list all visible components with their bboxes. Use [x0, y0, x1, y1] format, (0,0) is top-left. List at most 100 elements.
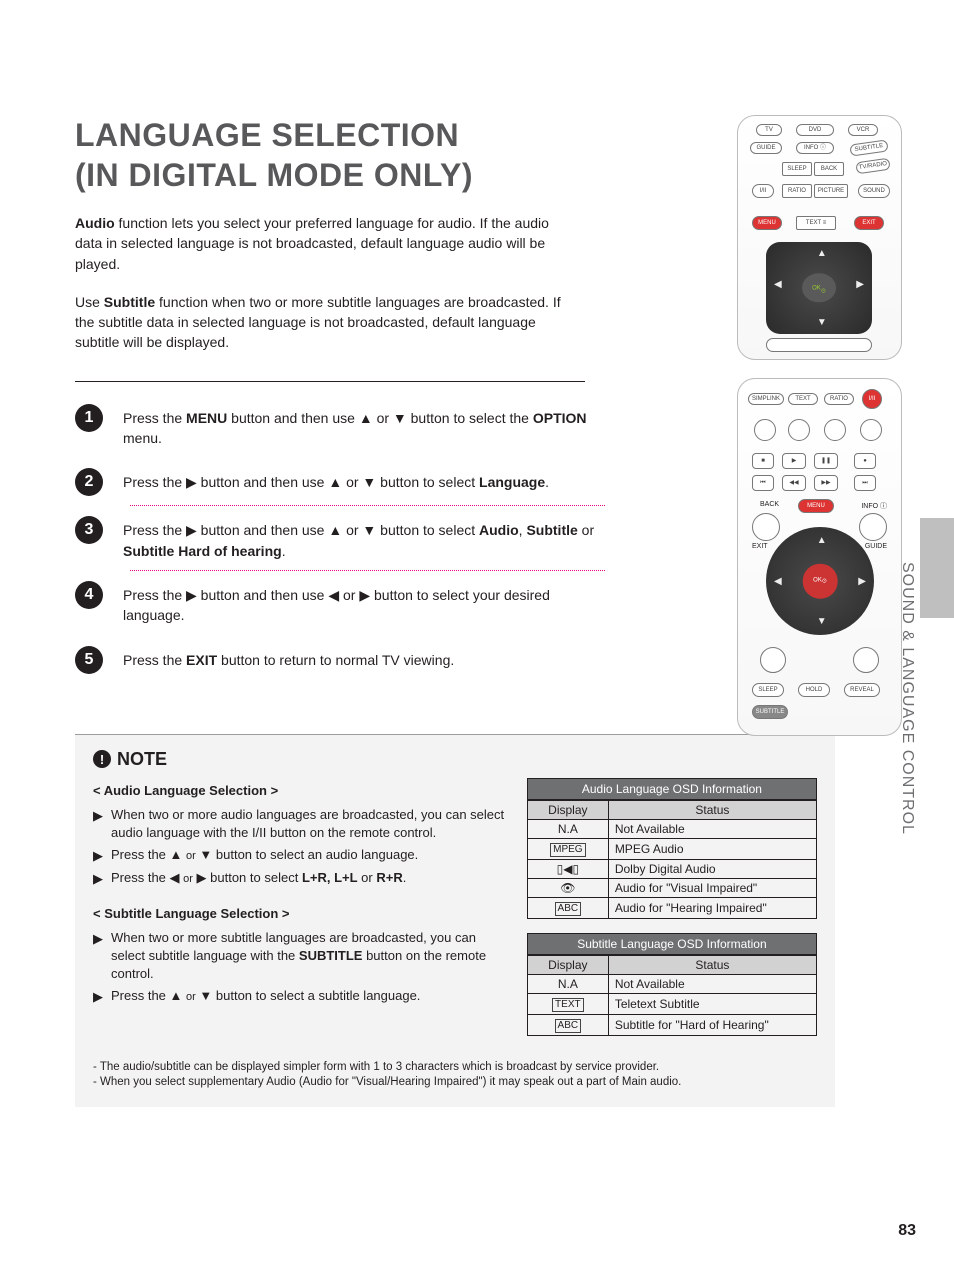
remote-blank-button — [766, 338, 872, 352]
step-4-text: Press the ▶ button and then use ◀ or ▶ b… — [123, 581, 605, 626]
step-2: 2 Press the ▶ button and then use ▲ or ▼… — [75, 468, 605, 516]
footnote-2: - When you select supplementary Audio (A… — [93, 1075, 817, 1091]
sub-bullet-2: ▶ Press the ▲ or ▼ button to select a su… — [93, 987, 509, 1006]
audio-osd-table: Display Status N.ANot Available MPEGMPEG… — [527, 800, 817, 919]
audio-b1-text: When two or more audio languages are bro… — [111, 806, 509, 842]
table-row: ABCAudio for "Hearing Impaired" — [527, 897, 816, 918]
remote-stop-button: ■ — [752, 453, 774, 469]
remote-sleep-button: SLEEP — [752, 683, 784, 697]
audio-lang-subhead: < Audio Language Selection > — [93, 782, 509, 800]
remote-ff-button: ▶▶ — [814, 475, 838, 491]
sub-b2-text: Press the ▲ or ▼ button to select a subt… — [111, 987, 420, 1006]
step-5: 5 Press the EXIT button to return to nor… — [75, 646, 605, 694]
step-badge-2: 2 — [75, 468, 103, 496]
remote-color-button — [788, 419, 810, 441]
remote-back-label: BACK — [760, 501, 779, 508]
sub-col-status: Status — [608, 955, 816, 974]
sub-col-display: Display — [527, 955, 608, 974]
triangle-bullet-icon: ▶ — [93, 930, 103, 984]
table-row: TEXTTeletext Subtitle — [527, 993, 816, 1014]
remote-info-label: INFO ⓘ — [861, 501, 887, 511]
side-tab — [920, 518, 954, 618]
remote-exit-label: EXIT — [752, 543, 768, 550]
abc-icon: ABC — [555, 1019, 582, 1033]
remote-text-button: TEXT — [788, 393, 818, 405]
audio-col-display: Display — [527, 800, 608, 819]
remote-ratio-button: RATIO — [824, 393, 854, 405]
remote-record-button: ● — [854, 453, 876, 469]
title-line-2: (IN DIGITAL MODE ONLY) — [75, 157, 473, 193]
table-row: ▯◀▯Dolby Digital Audio — [527, 859, 816, 878]
remote-info-button — [859, 513, 887, 541]
remote-vcr-button: VCR — [848, 124, 878, 136]
step-3: 3 Press the ▶ button and then use ▲ or ▼… — [75, 516, 605, 581]
step-badge-5: 5 — [75, 646, 103, 674]
audio-bullet-1: ▶ When two or more audio languages are b… — [93, 806, 509, 842]
table-row: MPEGMPEG Audio — [527, 838, 816, 859]
remote-back-button: BACK — [814, 162, 844, 176]
intro-bold-audio: Audio — [75, 215, 115, 231]
audio-table-caption: Audio Language OSD Information — [527, 778, 817, 800]
triangle-bullet-icon: ▶ — [93, 847, 103, 865]
arrow-down-icon: ▼ — [817, 616, 827, 627]
arrow-left-icon: ◀ — [774, 279, 782, 290]
note-columns: < Audio Language Selection > ▶ When two … — [93, 778, 817, 1050]
arrow-up-icon: ▲ — [817, 535, 827, 546]
step-badge-3: 3 — [75, 516, 103, 544]
remote-guide-button: GUIDE — [750, 142, 782, 154]
table-row: N.ANot Available — [527, 819, 816, 838]
table-row: 👁Audio for "Visual Impaired" — [527, 878, 816, 897]
text-icon: TEXT — [552, 998, 584, 1012]
remote-dpad: ▲ ▼ ◀ ▶ OK⊙ — [766, 527, 874, 635]
remote-color-button — [824, 419, 846, 441]
step-2-text: Press the ▶ button and then use ▲ or ▼ b… — [123, 468, 549, 492]
remote-subtitle-button: SUBTITLE — [849, 139, 888, 156]
triangle-bullet-icon: ▶ — [93, 807, 103, 842]
remote-back-button — [752, 513, 780, 541]
arrow-left-icon: ◀ — [774, 576, 782, 587]
remote-pause-button: ❚❚ — [814, 453, 838, 469]
eye-icon: 👁 — [527, 878, 608, 897]
sub-b1-text: When two or more subtitle languages are … — [111, 929, 509, 984]
arrow-right-icon: ▶ — [856, 279, 864, 290]
remote-iii-button: I/II — [862, 389, 882, 409]
page-number: 83 — [898, 1222, 916, 1240]
step-badge-4: 4 — [75, 581, 103, 609]
remote-sleep-button: SLEEP — [782, 162, 812, 176]
remote-dvd-button: DVD — [796, 124, 834, 136]
step-3-text: Press the ▶ button and then use ▲ or ▼ b… — [123, 516, 605, 561]
remote-tvradio-button: TV/RADIO — [855, 158, 890, 175]
remote-text-button: TEXT ≡ — [796, 216, 836, 230]
remote-guide-label: GUIDE — [865, 543, 887, 550]
remote-menu-button: MENU — [798, 499, 834, 513]
note-header: ! NOTE — [93, 749, 817, 770]
step-1: 1 Press the MENU button and then use ▲ o… — [75, 404, 605, 469]
note-box: ! NOTE < Audio Language Selection > ▶ Wh… — [75, 734, 835, 1107]
audio-b2-text: Press the ▲ or ▼ button to select an aud… — [111, 846, 418, 865]
remote-color-button — [754, 419, 776, 441]
table-row: ABCSubtitle for "Hard of Hearing" — [527, 1014, 816, 1035]
arrow-down-icon: ▼ — [817, 317, 827, 328]
triangle-bullet-icon: ▶ — [93, 870, 103, 888]
remote-sound-button: SOUND — [858, 184, 890, 198]
audio-bullet-3: ▶ Press the ◀ or ▶ button to select L+R,… — [93, 869, 509, 888]
subtitle-table-caption: Subtitle Language OSD Information — [527, 933, 817, 955]
section-side-label: SOUND & LANGUAGE CONTROL — [898, 562, 916, 835]
remote-info-button: INFO ⓘ — [796, 142, 834, 154]
note-right: Audio Language OSD Information Display S… — [527, 778, 817, 1050]
step-4: 4 Press the ▶ button and then use ◀ or ▶… — [75, 581, 605, 646]
abc-icon: ABC — [555, 902, 582, 916]
sub-bullet-1: ▶ When two or more subtitle languages ar… — [93, 929, 509, 984]
remote-round-button — [760, 647, 786, 673]
step-5-text: Press the EXIT button to return to norma… — [123, 646, 454, 670]
intro-p2a: Use — [75, 294, 104, 310]
remote-next-button: ⏭ — [854, 475, 876, 491]
audio-col-status: Status — [608, 800, 816, 819]
title-line-1: LANGUAGE SELECTION — [75, 117, 459, 153]
audio-b3-text: Press the ◀ or ▶ button to select L+R, L… — [111, 869, 406, 888]
mpeg-icon: MPEG — [550, 843, 585, 857]
remote-play-button: ▶ — [782, 453, 806, 469]
step-1-text: Press the MENU button and then use ▲ or … — [123, 404, 605, 449]
intro-bold-subtitle: Subtitle — [104, 294, 155, 310]
intro-text: Audio function lets you select your pref… — [75, 213, 565, 353]
